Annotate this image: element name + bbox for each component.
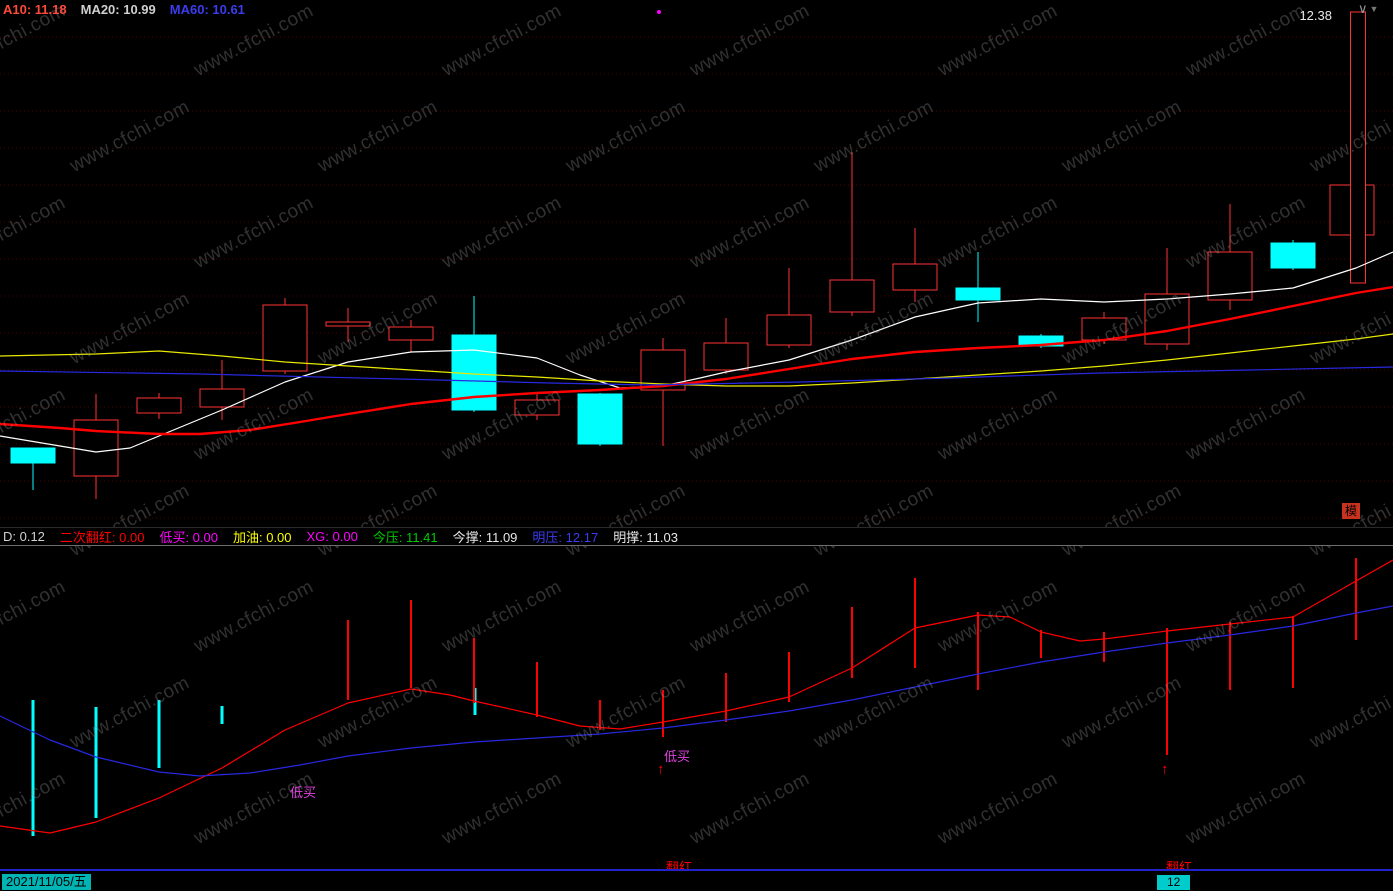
indicator-value-label: 低买: 0.00 [159, 530, 218, 545]
collapse-control[interactable]: ∨ ▼ [1358, 1, 1378, 17]
indicator-value-label: 今压: 11.41 [372, 530, 438, 545]
indicator-header-row: D: 0.12 二次翻红: 0.00 低买: 0.00 加油: 0.00 XG: 0.0… [0, 527, 1393, 546]
last-price-label: 12.38 [1299, 8, 1332, 23]
indicator-badge[interactable]: 模 [1342, 503, 1361, 519]
ma-label: A10: 11.18 [3, 2, 67, 17]
indicator-value-label: D: 0.12 [3, 529, 45, 544]
count-badge: 12 [1157, 875, 1191, 890]
ma-label: MA60: 10.61 [169, 2, 245, 17]
indicator-value-label: XG: 0.00 [306, 529, 358, 544]
indicator-value-label: 明撑: 11.03 [613, 530, 678, 545]
date-badge[interactable]: 2021/11/05/五 [2, 874, 91, 890]
status-bar: 2021/11/05/五 12 [0, 869, 1393, 891]
chevron-down-icon[interactable]: ∨ [1358, 1, 1368, 16]
ma-label: MA20: 10.99 [80, 2, 156, 17]
triangle-down-icon[interactable]: ▼ [1369, 4, 1379, 14]
indicator-value-label: 加油: 0.00 [232, 530, 292, 545]
indicator-value-label: 明压: 12.17 [532, 530, 599, 545]
ma-value-labels: A10: 11.18 MA20: 10.99 MA60: 10.61 [3, 2, 245, 17]
indicator-value-label: 今撑: 11.09 [452, 530, 518, 545]
indicator-value-label: 二次翻红: 0.00 [59, 530, 145, 545]
